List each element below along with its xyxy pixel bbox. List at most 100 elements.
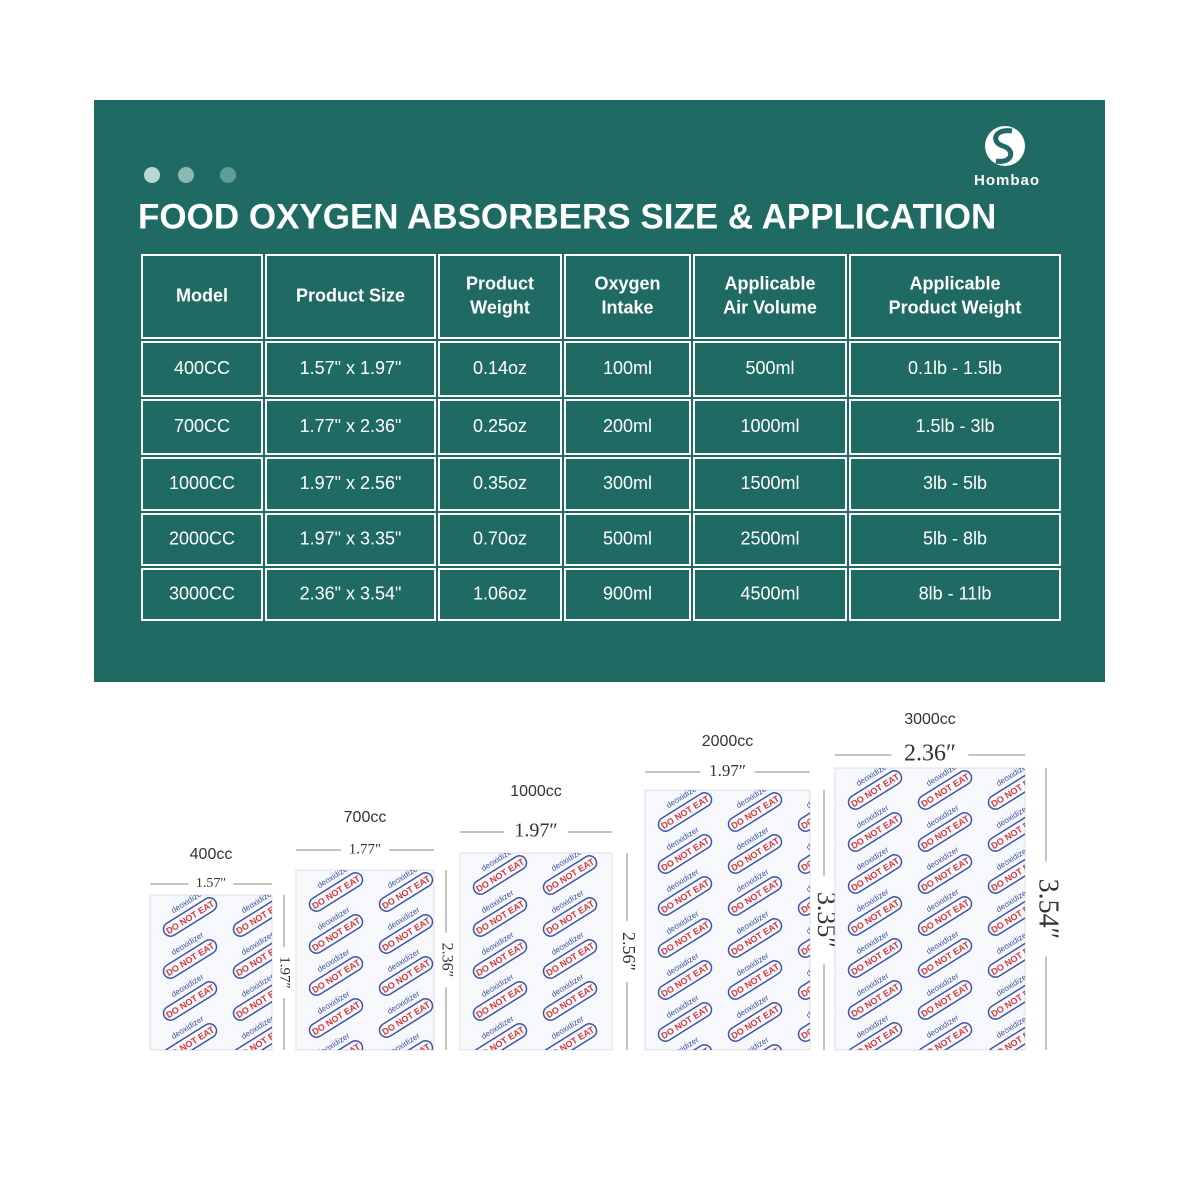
- pill: [797, 876, 810, 916]
- cell: [693, 568, 847, 621]
- pill: [727, 876, 783, 916]
- pill: [586, 790, 644, 834]
- warning: DO NOT EAT: [589, 1045, 641, 1083]
- print-brand: deoxidizer: [595, 783, 631, 810]
- cell: [693, 254, 847, 339]
- pill: [727, 960, 783, 1000]
- pill: [917, 854, 973, 894]
- cell: [849, 254, 1061, 339]
- pill: [917, 980, 973, 1020]
- table: Model Product Size Product Weight Oxygen Inta…: [141, 254, 1061, 621]
- pill: [91, 979, 149, 1023]
- cell: [265, 513, 436, 566]
- width-label: 1.97″: [514, 820, 557, 842]
- pill: [847, 854, 903, 894]
- print-brand: deoxidizer: [170, 1056, 206, 1083]
- pill: [91, 895, 149, 939]
- header-cell: Product: [466, 273, 534, 293]
- table-cell: 0.1lb - 1.5lb: [908, 358, 1002, 378]
- print-brand: deoxidizer: [620, 1056, 656, 1083]
- warning: DO NOT EAT: [404, 1066, 456, 1104]
- warning: DO NOT EAT: [94, 898, 146, 936]
- table-cell: 3000CC: [169, 583, 235, 603]
- cell: [849, 568, 1061, 621]
- pill: [472, 855, 528, 895]
- cell: [849, 341, 1061, 397]
- cell: [564, 457, 691, 511]
- pill: [917, 896, 973, 936]
- pill: [847, 770, 903, 810]
- pill: [401, 811, 459, 855]
- pill: [91, 1021, 149, 1065]
- pill: [232, 939, 272, 979]
- pill: [91, 937, 149, 981]
- cell: [438, 457, 562, 511]
- table-cell: 200ml: [603, 416, 652, 436]
- print-brand: deoxidizer: [240, 1056, 276, 1083]
- table-cell: 0.14oz: [473, 358, 527, 378]
- height-label: 2.36″: [438, 943, 455, 978]
- print-brand: deoxidizer: [805, 783, 841, 810]
- pill: [797, 960, 810, 1000]
- warning: DO NOT EAT: [234, 1066, 286, 1104]
- cell: [564, 568, 691, 621]
- table-cell: 900ml: [603, 583, 652, 603]
- pill: [797, 792, 810, 832]
- cell: [141, 513, 263, 566]
- print-brand: deoxidizer: [785, 1055, 821, 1082]
- print-brand: deoxidizer: [100, 846, 136, 873]
- pill: [91, 853, 149, 897]
- logo-mark: [993, 128, 1014, 164]
- pill: [308, 956, 364, 996]
- print-brand: deoxidizer: [995, 1055, 1031, 1082]
- warning: DO NOT EAT: [919, 1065, 971, 1103]
- print-brand: deoxidizer: [246, 821, 282, 848]
- pill: [542, 981, 598, 1021]
- pill: [656, 748, 714, 792]
- pill: [231, 853, 289, 897]
- pill: [987, 980, 1025, 1020]
- pill: [727, 1002, 783, 1042]
- title: FOOD OXYGEN ABSORBERS SIZE & APPLICATION: [138, 197, 996, 236]
- pill: [797, 1002, 810, 1042]
- dot: [178, 167, 194, 183]
- warning: DO NOT EAT: [240, 831, 292, 869]
- pill: [657, 834, 713, 874]
- table-cell: 2000CC: [169, 528, 235, 548]
- warning: DO NOT EAT: [589, 751, 641, 789]
- pill: [776, 1062, 834, 1106]
- cell: [265, 457, 436, 511]
- cell: [265, 254, 436, 339]
- warning: DO NOT EAT: [164, 1066, 216, 1104]
- print-brand: deoxidizer: [386, 821, 422, 848]
- print-brand: deoxidizer: [100, 1014, 136, 1041]
- cell: [265, 341, 436, 397]
- dot: [144, 167, 160, 183]
- table-cell: 4500ml: [740, 583, 799, 603]
- pill: [162, 939, 218, 979]
- warning: DO NOT EAT: [849, 1065, 901, 1103]
- cell: [438, 399, 562, 455]
- pill: [308, 914, 364, 954]
- cell: [693, 341, 847, 397]
- pill: [308, 872, 364, 912]
- pill: [308, 998, 364, 1038]
- pill: [542, 939, 598, 979]
- pill: [987, 896, 1025, 936]
- table-cell: 500ml: [745, 358, 794, 378]
- table-cell: 400CC: [174, 358, 230, 378]
- header-cell: Oxygen: [594, 273, 660, 293]
- print-brand: deoxidizer: [855, 719, 891, 746]
- pill: [987, 938, 1025, 978]
- pill: [237, 828, 295, 872]
- print-brand: deoxidizer: [100, 888, 136, 915]
- table-cell: 0.70oz: [473, 528, 527, 548]
- pill: [847, 980, 903, 1020]
- packet-label: 1000cc: [510, 783, 562, 800]
